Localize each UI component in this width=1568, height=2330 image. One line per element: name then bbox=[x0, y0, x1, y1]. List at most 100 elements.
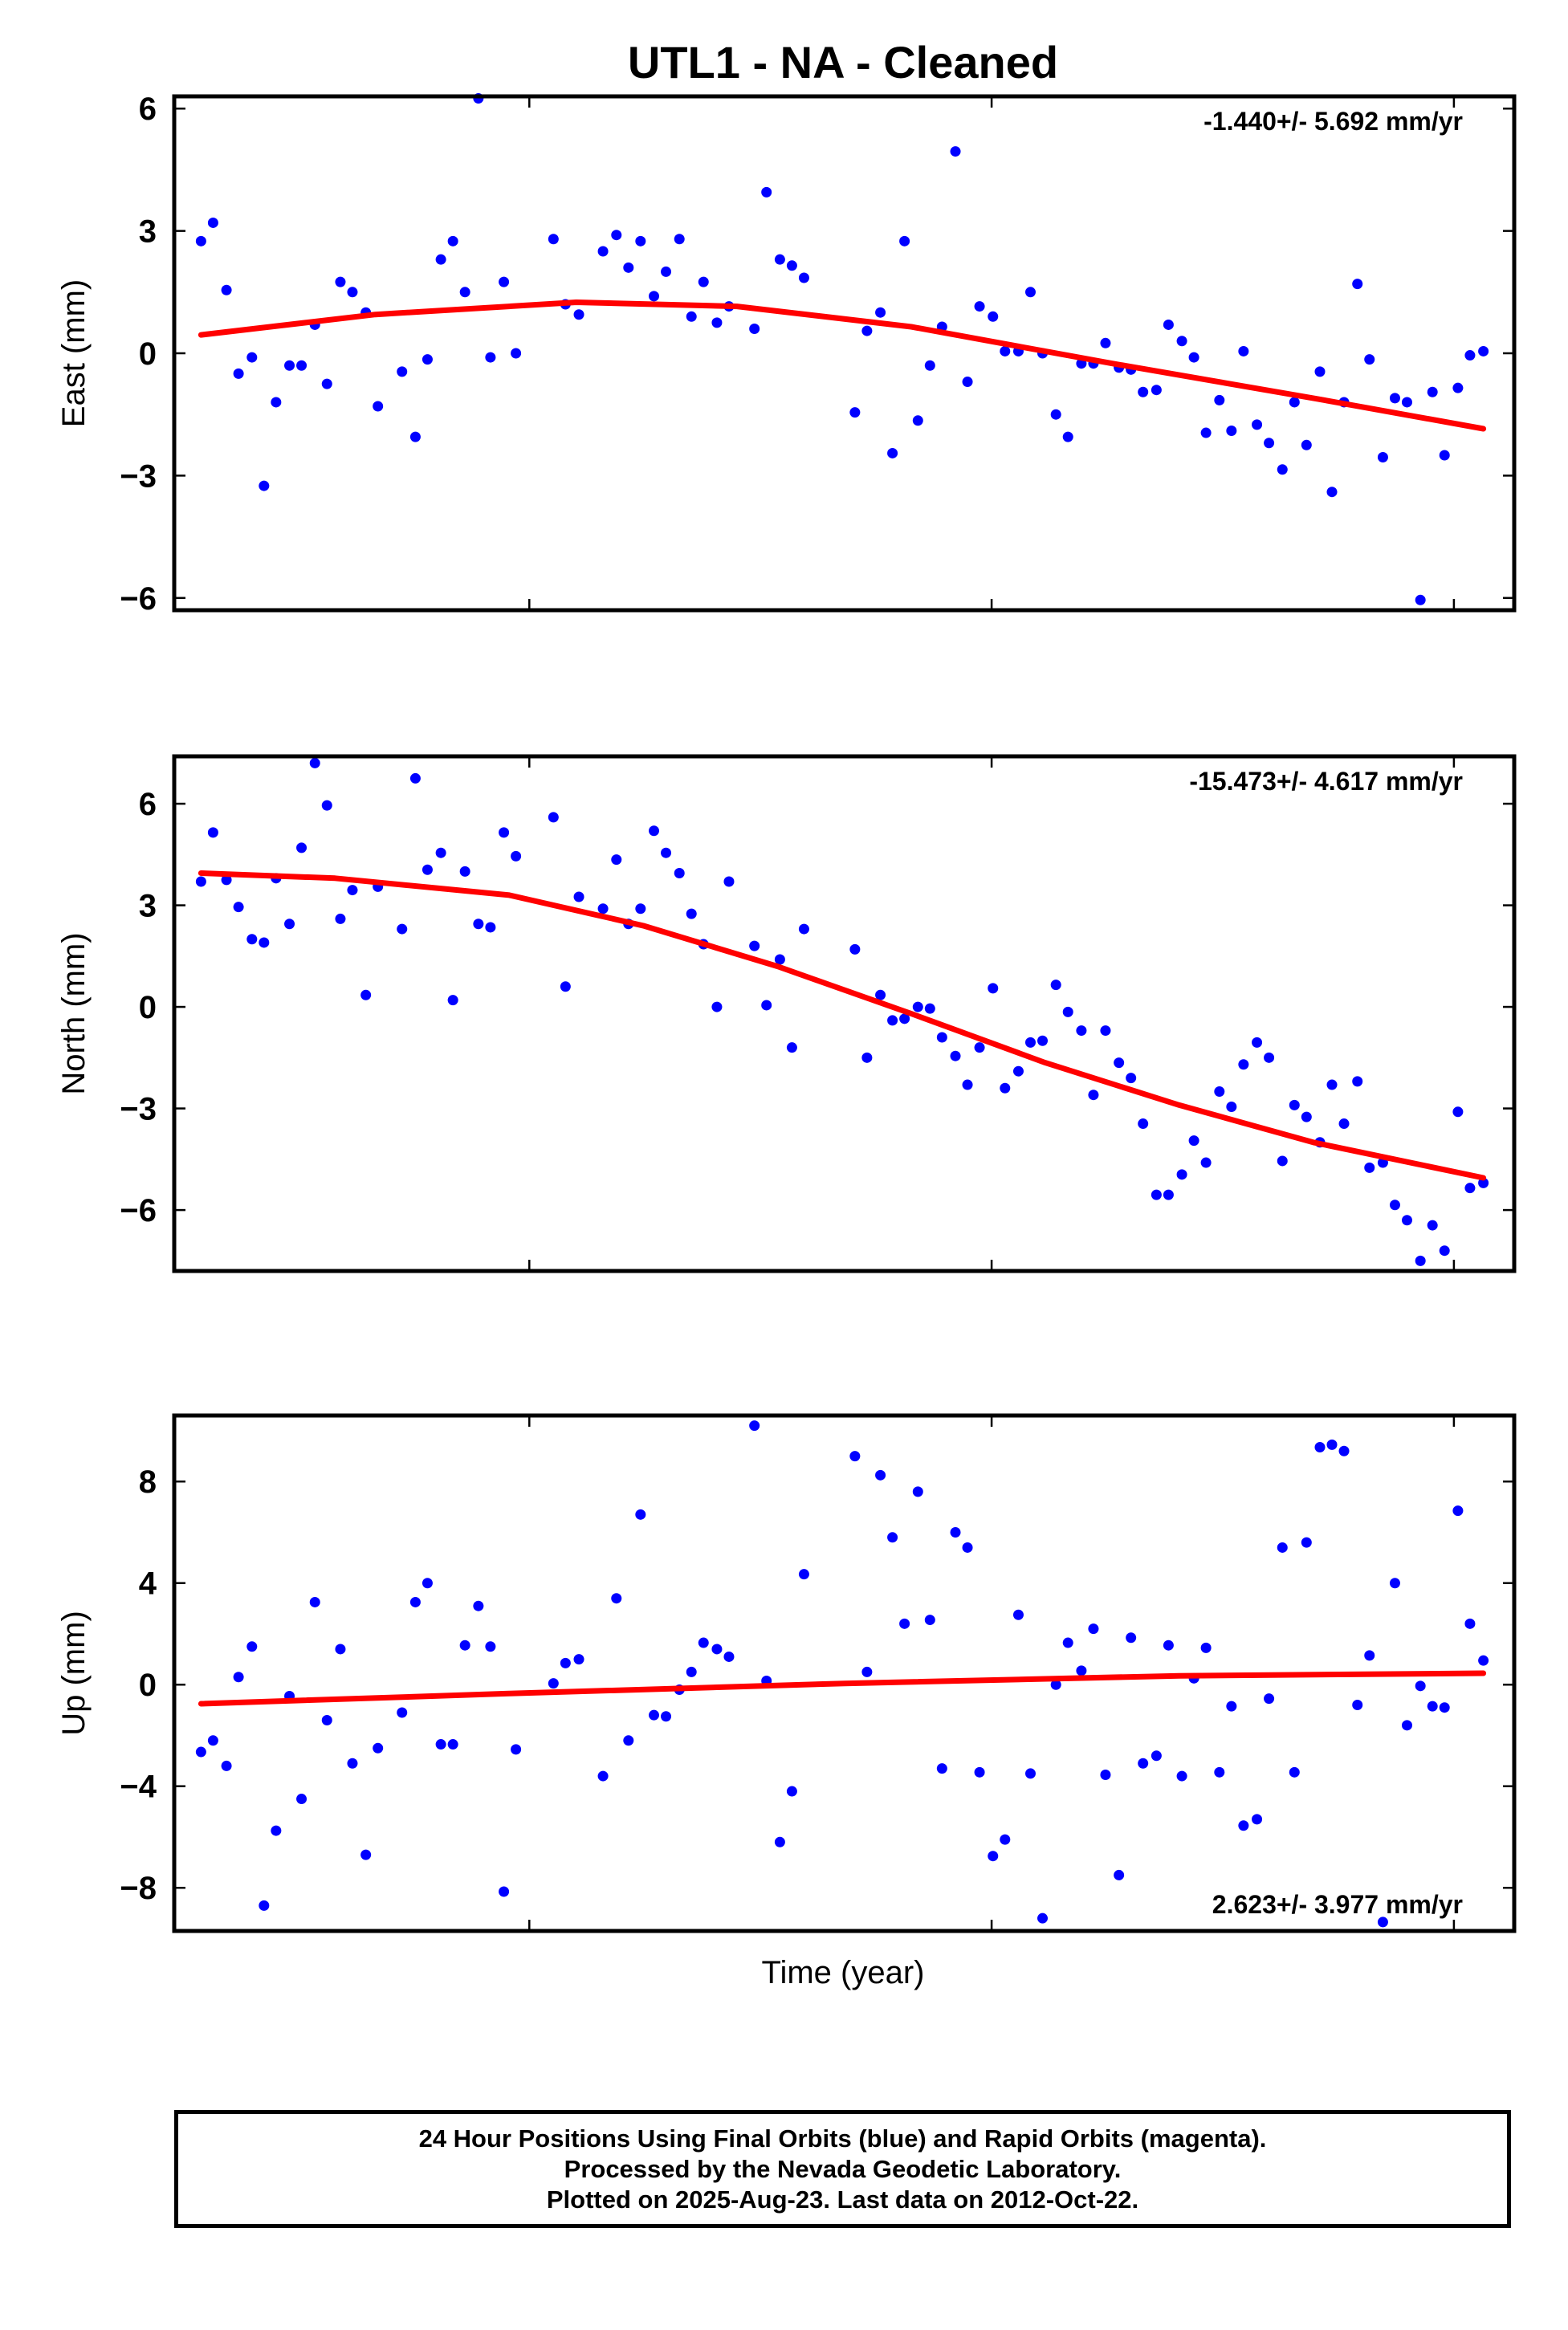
data-point bbox=[1138, 1118, 1149, 1130]
trend-line bbox=[198, 1670, 1487, 1707]
data-point bbox=[1214, 1766, 1225, 1778]
data-point bbox=[1301, 439, 1312, 450]
data-point bbox=[511, 348, 522, 359]
data-point bbox=[447, 235, 458, 246]
data-point bbox=[397, 366, 408, 377]
y-tick-label: 0 bbox=[139, 1668, 157, 1703]
data-point bbox=[786, 1042, 797, 1053]
data-point bbox=[1024, 287, 1036, 298]
data-point bbox=[560, 981, 571, 992]
data-point bbox=[321, 800, 332, 811]
data-point bbox=[1188, 352, 1199, 363]
data-point bbox=[284, 919, 295, 930]
data-point bbox=[649, 825, 660, 837]
data-point bbox=[786, 1786, 797, 1797]
data-point bbox=[1364, 354, 1375, 365]
data-point bbox=[1151, 1189, 1162, 1200]
data-point bbox=[246, 934, 258, 945]
data-point bbox=[1238, 345, 1249, 356]
data-point bbox=[950, 1050, 961, 1061]
data-point bbox=[1338, 1445, 1350, 1456]
y-tick-label: −6 bbox=[120, 581, 157, 617]
data-point bbox=[1415, 594, 1426, 605]
panel-up: −8 −4 0 4 8 Up (mm) 2.623+/- 3.977 mm/yr bbox=[56, 1413, 1517, 1933]
data-point bbox=[1314, 1442, 1326, 1453]
data-point bbox=[1024, 1768, 1036, 1779]
data-point bbox=[1050, 1679, 1061, 1690]
data-point bbox=[723, 1651, 735, 1662]
data-point bbox=[573, 891, 584, 902]
data-point bbox=[988, 311, 999, 322]
data-point bbox=[1000, 1834, 1011, 1845]
data-point bbox=[798, 1569, 809, 1580]
data-point bbox=[1439, 1245, 1450, 1257]
chart-title: UTL1 - NA - Cleaned bbox=[628, 37, 1058, 88]
y-tick-label: 3 bbox=[139, 889, 157, 924]
data-point bbox=[623, 262, 634, 273]
data-point bbox=[271, 1825, 282, 1836]
data-point bbox=[1289, 1766, 1300, 1778]
data-point bbox=[611, 1593, 622, 1604]
data-point bbox=[749, 324, 760, 335]
data-point bbox=[974, 301, 985, 312]
data-point bbox=[485, 922, 496, 933]
data-point bbox=[1126, 1073, 1137, 1084]
data-point bbox=[1062, 1006, 1073, 1017]
data-point bbox=[1401, 1720, 1412, 1731]
data-point bbox=[635, 235, 646, 246]
data-point bbox=[548, 1678, 559, 1689]
data-point bbox=[1214, 1086, 1225, 1097]
data-point bbox=[1151, 1750, 1162, 1762]
data-point bbox=[1088, 1090, 1099, 1101]
data-point bbox=[1464, 1618, 1476, 1629]
data-point bbox=[259, 480, 270, 491]
y-tick-label: −3 bbox=[120, 1092, 157, 1127]
data-point bbox=[661, 847, 672, 858]
data-point bbox=[1076, 1025, 1087, 1037]
data-point bbox=[1314, 366, 1326, 377]
data-point bbox=[912, 415, 923, 426]
data-point bbox=[511, 1744, 522, 1755]
data-point bbox=[447, 995, 458, 1006]
data-point bbox=[1401, 1215, 1412, 1226]
data-point bbox=[1138, 1758, 1149, 1769]
data-point bbox=[1326, 1079, 1338, 1090]
data-point bbox=[1138, 386, 1149, 397]
data-point bbox=[1050, 980, 1061, 991]
data-point bbox=[485, 1641, 496, 1652]
footer-line-2: Processed by the Nevada Geodetic Laborat… bbox=[564, 2154, 1122, 2183]
data-point bbox=[422, 1578, 433, 1589]
data-point bbox=[1277, 1542, 1288, 1553]
data-point bbox=[698, 1637, 709, 1648]
data-point bbox=[1301, 1111, 1312, 1122]
data-point bbox=[1377, 1917, 1388, 1928]
data-point bbox=[1012, 1065, 1024, 1077]
panel-east: −6 −3 0 3 6 East (mm) -1.440+/- 5.692 mm/yr bbox=[56, 92, 1517, 617]
data-point bbox=[950, 146, 961, 157]
data-point bbox=[875, 1469, 886, 1481]
data-point bbox=[1478, 345, 1489, 356]
x-axis-label: Time (year) bbox=[762, 1955, 925, 1990]
data-point bbox=[1364, 1162, 1375, 1173]
data-point bbox=[1452, 1106, 1464, 1118]
data-point bbox=[296, 842, 307, 853]
data-point bbox=[447, 1739, 458, 1750]
data-point bbox=[723, 876, 735, 887]
data-point bbox=[1377, 452, 1388, 463]
data-point bbox=[207, 1735, 218, 1746]
y-tick-label: −8 bbox=[120, 1871, 157, 1906]
data-point bbox=[661, 266, 672, 277]
data-point bbox=[1364, 1650, 1375, 1661]
data-point bbox=[861, 325, 873, 336]
data-point bbox=[397, 923, 408, 935]
data-point bbox=[309, 1596, 320, 1607]
data-point bbox=[1062, 431, 1073, 442]
y-tick-label: 3 bbox=[139, 214, 157, 250]
data-point bbox=[1200, 1157, 1212, 1168]
data-point bbox=[1126, 1632, 1137, 1644]
data-point bbox=[195, 1746, 206, 1758]
data-point bbox=[875, 989, 886, 1000]
y-axis-label: North (mm) bbox=[56, 932, 92, 1094]
data-point bbox=[1326, 1439, 1338, 1450]
data-point bbox=[649, 291, 660, 302]
